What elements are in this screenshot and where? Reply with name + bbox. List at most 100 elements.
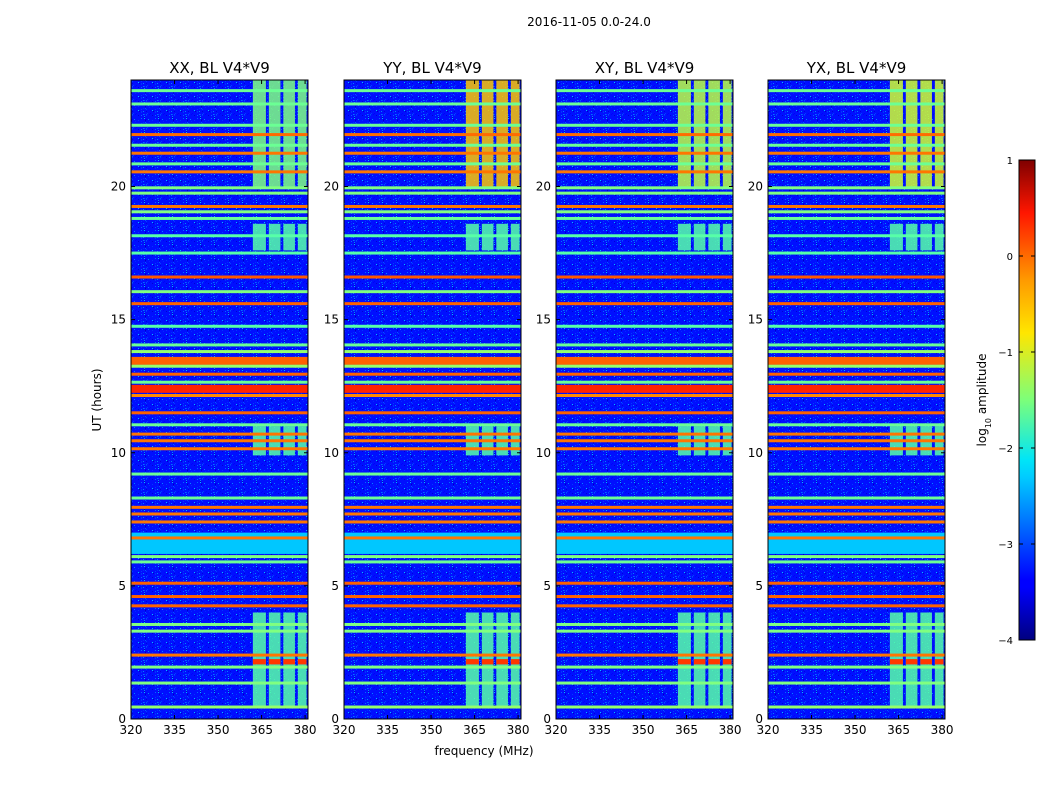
rfi-time-line bbox=[344, 380, 521, 384]
x-tick-label: 335 bbox=[376, 723, 399, 737]
rfi-time-line bbox=[768, 275, 945, 279]
rfi-time-line bbox=[131, 102, 308, 106]
rfi-time-line bbox=[131, 387, 308, 391]
rfi-time-line bbox=[768, 162, 945, 166]
rfi-time-line bbox=[131, 302, 308, 306]
rfi-time-line bbox=[131, 496, 308, 500]
panel-frame bbox=[767, 79, 946, 720]
x-tick-label: 365 bbox=[675, 723, 698, 737]
rfi-time-line bbox=[344, 520, 521, 524]
x-tick-label: 320 bbox=[545, 723, 568, 737]
rfi-time-line bbox=[768, 520, 945, 524]
colorbar-label-subscript: 10 bbox=[984, 418, 993, 428]
rfi-time-line bbox=[344, 364, 521, 368]
rfi-time-line bbox=[131, 604, 308, 608]
panel-title: XX, BL V4*V9 bbox=[169, 59, 270, 77]
y-tick-label: 10 bbox=[536, 446, 551, 460]
rfi-time-line bbox=[556, 496, 733, 500]
rfi-time-line bbox=[556, 520, 733, 524]
wide-rfi-band bbox=[556, 532, 733, 554]
rfi-time-line bbox=[344, 629, 521, 633]
y-tick-label: 20 bbox=[111, 180, 126, 194]
y-tick-label: 15 bbox=[536, 313, 551, 327]
rfi-time-line bbox=[344, 505, 521, 509]
rfi-time-line bbox=[344, 186, 521, 190]
rfi-time-line bbox=[556, 350, 733, 354]
x-tick-label: 335 bbox=[163, 723, 186, 737]
rfi-time-line bbox=[344, 170, 521, 174]
rfi-time-line bbox=[131, 681, 308, 685]
rfi-time-line bbox=[131, 151, 308, 155]
rfi-time-line bbox=[131, 216, 308, 220]
rfi-time-line bbox=[131, 705, 308, 709]
rfi-time-line bbox=[344, 191, 521, 195]
hot-band-block bbox=[496, 659, 508, 665]
rfi-time-line bbox=[768, 472, 945, 476]
rfi-time-line bbox=[344, 133, 521, 137]
rfi-time-line bbox=[131, 665, 308, 669]
x-tick-label: 365 bbox=[250, 723, 273, 737]
hot-band-block bbox=[920, 659, 932, 665]
x-tick-label: 320 bbox=[120, 723, 143, 737]
panel-title: YX, BL V4*V9 bbox=[806, 59, 907, 77]
y-tick-label: 5 bbox=[118, 579, 126, 593]
rfi-time-line bbox=[556, 143, 733, 147]
rfi-time-line bbox=[131, 89, 308, 93]
rfi-time-line bbox=[556, 581, 733, 585]
rfi-time-line bbox=[131, 290, 308, 294]
rfi-time-line bbox=[131, 520, 308, 524]
rfi-time-line bbox=[768, 204, 945, 208]
panel-xx: XX, BL V4*V9 320 335 350 365 380 0 5 10 15 20 bbox=[111, 59, 317, 737]
y-tick-label: 5 bbox=[543, 579, 551, 593]
rfi-time-line bbox=[556, 653, 733, 657]
rfi-time-line bbox=[768, 560, 945, 564]
rfi-time-line bbox=[556, 123, 733, 127]
colorbar: log10 amplitude 10−1−2−3−4 bbox=[975, 156, 1036, 647]
rfi-time-line bbox=[131, 555, 308, 559]
rfi-time-line bbox=[556, 151, 733, 155]
rfi-time-line bbox=[768, 665, 945, 669]
rfi-time-line bbox=[768, 653, 945, 657]
panel-image bbox=[556, 80, 733, 709]
rfi-time-line bbox=[131, 432, 308, 436]
hot-band-block bbox=[283, 659, 295, 665]
rfi-time-line bbox=[556, 447, 733, 451]
hot-band-block bbox=[510, 659, 520, 665]
rfi-time-line bbox=[131, 133, 308, 137]
rfi-time-line bbox=[131, 653, 308, 657]
panel-frame bbox=[555, 79, 734, 720]
rfi-time-line bbox=[768, 358, 945, 362]
x-tick-label: 350 bbox=[632, 723, 655, 737]
rfi-time-line bbox=[556, 324, 733, 328]
rfi-time-line bbox=[344, 423, 521, 427]
panel-image bbox=[344, 80, 521, 709]
rfi-time-line bbox=[556, 234, 733, 238]
figure-suptitle: 2016-11-05 0.0-24.0 bbox=[527, 15, 651, 29]
rfi-time-line bbox=[768, 89, 945, 93]
rfi-time-line bbox=[344, 89, 521, 93]
x-tick-label: 320 bbox=[757, 723, 780, 737]
wide-rfi-band bbox=[344, 532, 521, 554]
rfi-time-line bbox=[768, 324, 945, 328]
rfi-time-line bbox=[768, 447, 945, 451]
rfi-time-line bbox=[768, 186, 945, 190]
y-tick-label: 0 bbox=[331, 712, 339, 726]
hot-band-block bbox=[722, 659, 732, 665]
rfi-time-line bbox=[768, 216, 945, 220]
rfi-time-line bbox=[768, 512, 945, 516]
rfi-time-line bbox=[768, 432, 945, 436]
rfi-time-line bbox=[768, 387, 945, 391]
y-tick-label: 0 bbox=[118, 712, 126, 726]
panel-yx: YX, BL V4*V9 320 335 350 365 380 0 5 10 15 20 bbox=[748, 59, 954, 737]
rfi-time-line bbox=[131, 324, 308, 328]
rfi-time-line bbox=[131, 411, 308, 415]
rfi-time-line bbox=[768, 102, 945, 106]
rfi-time-line bbox=[768, 439, 945, 443]
rfi-time-line bbox=[344, 387, 521, 391]
rfi-time-line bbox=[556, 210, 733, 214]
wide-rfi-band bbox=[768, 532, 945, 554]
rfi-time-line bbox=[768, 170, 945, 174]
rfi-time-line bbox=[556, 536, 733, 540]
rfi-time-line bbox=[768, 191, 945, 195]
